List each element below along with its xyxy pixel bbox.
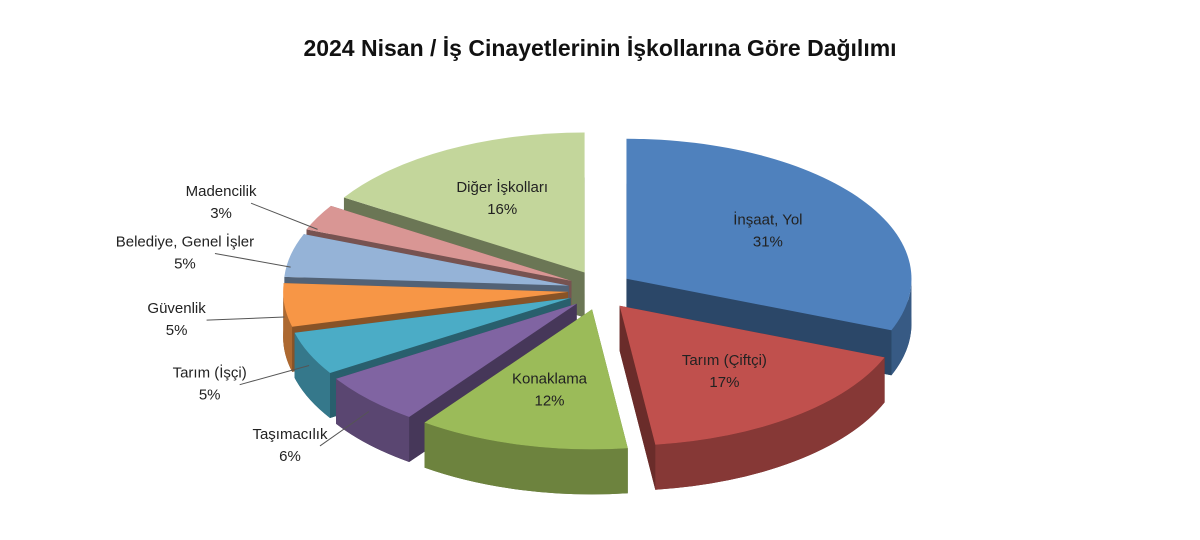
pie (283, 132, 912, 495)
slice (283, 283, 569, 327)
slice-rim (891, 278, 912, 376)
slice-value-label: 12% (535, 393, 565, 410)
slice (626, 138, 912, 331)
slice-value-label: 5% (199, 387, 221, 404)
slice-value-label: 17% (709, 374, 739, 391)
slice-label: Diğer İşkolları (456, 178, 548, 196)
slice-rim (655, 357, 885, 490)
slice-rim (283, 291, 293, 372)
slice (306, 205, 572, 281)
slice-label: Belediye, Genel İşler (116, 232, 254, 250)
slice-rim (294, 332, 330, 418)
slice-value-label: 5% (166, 322, 188, 339)
slice-label: Konaklama (512, 371, 588, 388)
leader-line (250, 202, 318, 230)
slice-label: Güvenlik (147, 300, 206, 317)
slice-label: İnşaat, Yol (733, 211, 802, 229)
chart-title: 2024 Nisan / İş Cinayetlerinin İşkolları… (303, 35, 896, 61)
slice-value-label: 6% (279, 448, 301, 465)
slice-value-label: 16% (487, 201, 517, 218)
slice (284, 234, 569, 286)
slice (343, 132, 585, 273)
slice-label: Madencilik (186, 183, 257, 200)
slice-value-label: 5% (174, 255, 196, 272)
leader-line (319, 411, 370, 447)
slice (336, 303, 577, 417)
labels: İnşaat, Yol 31% Tarım (Çiftçi) 17% Konaklama… (116, 178, 803, 465)
leader-line (239, 365, 310, 386)
leader-line (214, 252, 291, 268)
slice-label: Tarım (İşçi) (173, 364, 247, 382)
slice-value-label: 31% (753, 234, 783, 251)
slice (294, 297, 571, 373)
slice-label: Tarım (Çiftçi) (682, 352, 767, 369)
slice (424, 309, 628, 450)
slice-wall (619, 305, 656, 490)
slice-rim (424, 422, 628, 495)
slice-value-label: 3% (210, 205, 232, 222)
slice-label: Taşımacılık (252, 426, 328, 443)
leader-line (206, 316, 285, 321)
slice-rim (336, 378, 410, 462)
slice (619, 305, 885, 445)
